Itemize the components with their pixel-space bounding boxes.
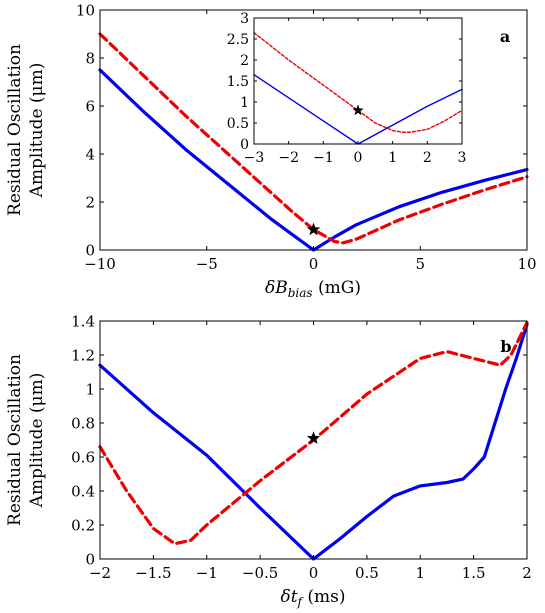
panel-b-ytick-label: 0.6: [71, 448, 95, 466]
panel-b-xlabel: δtf (ms): [280, 587, 345, 609]
panel-b-ytick-label: 1.4: [71, 312, 95, 330]
panel-a-xlabel: δBbias (mG): [265, 278, 361, 300]
inset-xtick-label: 2: [423, 150, 432, 166]
panel-b-xtick-label: −1: [196, 564, 218, 582]
inset-xtick-label: 1: [388, 150, 397, 166]
panel-b-ytick-label: 0.2: [71, 516, 95, 534]
panel-b-ytick-label: 1: [85, 380, 95, 398]
panel-b-star-marker: [306, 431, 321, 444]
panel-b-xtick-label: 0: [309, 564, 319, 582]
panel-b-letter: b: [500, 337, 511, 356]
panel-b-xtick-label: 2: [522, 564, 532, 582]
panel-a-xlabel-sub: bias: [288, 286, 313, 300]
inset-ytick-label: 1: [240, 95, 249, 111]
inset-ytick-label: 0.5: [227, 116, 249, 132]
panel-b-xlabel-unit: (ms): [302, 587, 346, 607]
panel-a-ylabel-line1: Residual Oscillation: [5, 44, 25, 216]
panel-a-ytick-label: 6: [85, 97, 95, 115]
panel-a-inset-chart: −3 −2 −1 0 1 2 3 0 0.5 1 1.5 2 2.5 3: [227, 11, 467, 166]
panel-a-letter: a: [500, 27, 510, 46]
panel-b-xtick-label: 1.5: [462, 564, 486, 582]
inset-xtick-label: −2: [278, 150, 299, 166]
inset-ytick-label: 3: [240, 11, 249, 27]
panel-a-xlabel-unit: (mG): [313, 278, 361, 298]
inset-star-marker: [352, 104, 364, 116]
panel-b-xtick-label: 0.5: [355, 564, 379, 582]
inset-ytick-label: 2.5: [227, 32, 249, 48]
panel-a-series-red-dashed-line: [98, 32, 529, 245]
panel-a-xtick-label: 0: [309, 255, 319, 273]
inset-xtick-label: 3: [458, 150, 467, 166]
inset-ytick-label: 0: [240, 137, 249, 153]
panel-b-xtick-label: 1: [415, 564, 425, 582]
panel-b-xtick-label: −2: [89, 564, 111, 582]
panel-a-ytick-label: 0: [85, 241, 95, 259]
panel-b-xlabel-var: δt: [280, 587, 297, 607]
inset-ytick-label: 2: [240, 53, 249, 69]
panel-b-xtick-label: −0.5: [242, 564, 278, 582]
panel-b-xlabel-sub: f: [297, 595, 305, 609]
panel-a-star-marker: [306, 222, 321, 236]
panel-a-xtick-label: 10: [517, 255, 536, 273]
panel-a-xtick-label: −5: [196, 255, 218, 273]
panel-b-chart: −2 −1.5 −1 −0.5 0 0.5 1 1.5 2 0 0.2 0.4 0.6 0.8 1 1.2 1.…: [5, 312, 532, 609]
inset-series-red-dashed-line: [253, 32, 463, 133]
panel-a-ylabel-line2: Amplitude (μm): [27, 63, 47, 199]
panel-a-ytick-label: 8: [85, 49, 95, 67]
panel-a-xlabel-var: δB: [265, 278, 288, 298]
panel-b-xtick-label: −1.5: [135, 564, 171, 582]
panel-a-inset-background: [254, 18, 462, 144]
panel-b-ytick-label: 1.2: [71, 346, 95, 364]
panel-b-ylabel-line2: Amplitude (μm): [27, 373, 47, 509]
panel-a-ytick-label: 2: [85, 193, 95, 211]
inset-xtick-label: −3: [244, 150, 265, 166]
panel-a-ytick-label: 10: [76, 1, 95, 19]
panel-b-ylabel-line1: Residual Oscillation: [5, 354, 25, 526]
panel-b-series-blue-solid-line: [98, 322, 529, 561]
inset-ytick-label: 1.5: [227, 74, 249, 90]
inset-xtick-label: 0: [354, 150, 363, 166]
inset-xtick-label: −1: [313, 150, 334, 166]
panel-a-xtick-label: 5: [415, 255, 425, 273]
panel-a-ytick-label: 4: [85, 145, 95, 163]
panel-b-ytick-label: 0.4: [71, 482, 95, 500]
panel-a-xtick-label: −10: [84, 255, 116, 273]
panel-b-ytick-label: 0: [85, 550, 95, 568]
panel-b-ytick-label: 0.8: [71, 414, 95, 432]
